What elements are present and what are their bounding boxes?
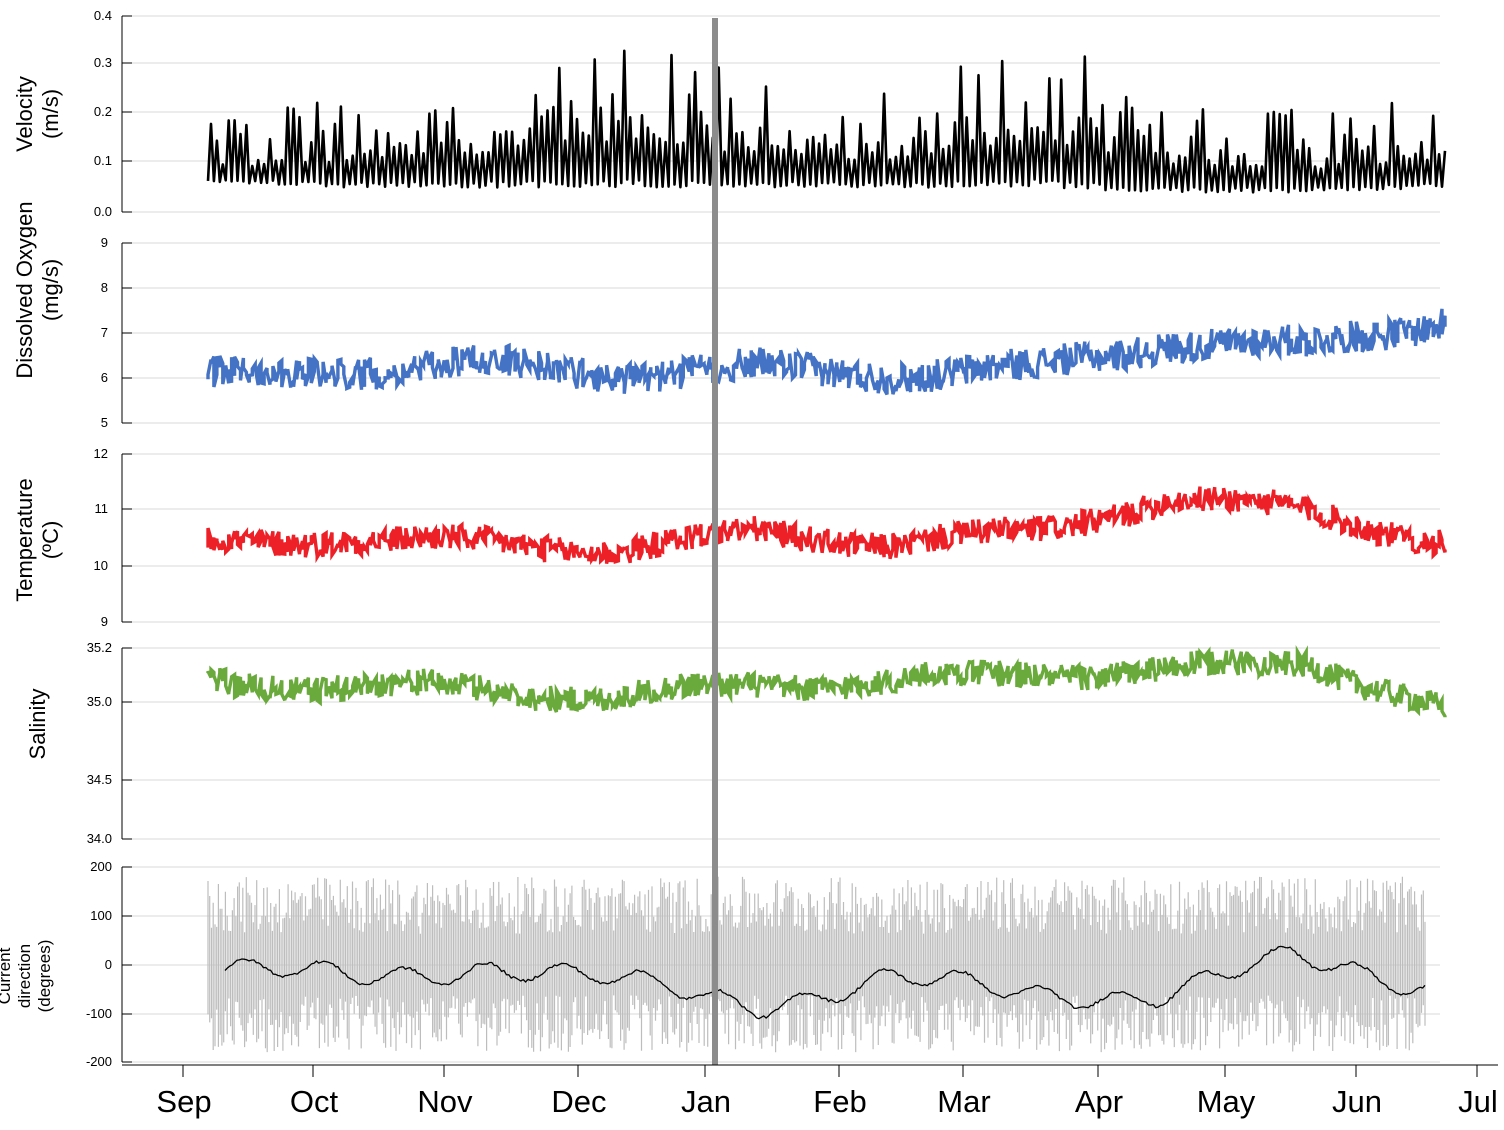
y-tick-label: 0.1 bbox=[94, 153, 112, 168]
y-tick-label: 6 bbox=[101, 370, 108, 385]
y-axis-label: Dissolved Oxygen bbox=[12, 201, 37, 378]
y-axis-label: direction bbox=[15, 944, 34, 1008]
y-tick-label: 0.2 bbox=[94, 104, 112, 119]
y-axis-label: Temperature bbox=[12, 478, 37, 602]
y-axis-label: (mg/s) bbox=[38, 259, 63, 321]
x-tick-label-sep: Sep bbox=[156, 1084, 211, 1119]
y-tick-label: 34.0 bbox=[87, 831, 112, 846]
y-tick-label: 7 bbox=[101, 325, 108, 340]
velocity-series-line bbox=[206, 49, 1447, 194]
y-tick-label: 0.3 bbox=[94, 55, 112, 70]
temperature-series-line bbox=[206, 486, 1447, 566]
dissolved-oxygen-series-line bbox=[206, 308, 1447, 396]
y-axis-label: (degrees) bbox=[35, 940, 54, 1013]
y-tick-label: 35.2 bbox=[87, 640, 112, 655]
current-direction-smoothed-line bbox=[224, 945, 1426, 1020]
y-axis-label: (m/s) bbox=[38, 89, 63, 139]
y-tick-label: 200 bbox=[90, 859, 112, 874]
x-tick-label-apr: Apr bbox=[1075, 1084, 1123, 1119]
y-axis-label: Salinity bbox=[25, 689, 50, 760]
x-tick-label-jun: Jun bbox=[1332, 1084, 1382, 1119]
y-tick-label: 8 bbox=[101, 280, 108, 295]
y-tick-label: 34.5 bbox=[87, 772, 112, 787]
y-axis-label: Velocity bbox=[12, 76, 37, 152]
y-tick-label: 0.4 bbox=[94, 8, 112, 23]
x-tick-label-dec: Dec bbox=[551, 1084, 606, 1119]
y-tick-label: 9 bbox=[101, 614, 108, 629]
y-tick-label: 12 bbox=[94, 446, 108, 461]
y-tick-label: 5 bbox=[101, 415, 108, 430]
y-tick-label: 35.0 bbox=[87, 694, 112, 709]
y-tick-label: 100 bbox=[90, 908, 112, 923]
y-tick-label: -100 bbox=[86, 1006, 112, 1021]
x-tick-label-mar: Mar bbox=[937, 1084, 990, 1119]
x-tick-label-feb: Feb bbox=[813, 1084, 866, 1119]
x-tick-label-jul: Jul bbox=[1458, 1084, 1498, 1119]
x-tick-label-may: May bbox=[1197, 1084, 1256, 1119]
y-tick-label: 9 bbox=[101, 235, 108, 250]
x-tick-label-jan: Jan bbox=[681, 1084, 731, 1119]
x-tick-label-nov: Nov bbox=[417, 1084, 473, 1119]
y-tick-label: 11 bbox=[95, 501, 109, 516]
current-direction-raw-series bbox=[207, 876, 1426, 1053]
y-axis-label: (ºC) bbox=[38, 521, 63, 560]
y-axis-label: Current bbox=[0, 947, 14, 1004]
salinity-series-line bbox=[206, 644, 1447, 718]
y-tick-label: 0 bbox=[105, 957, 112, 972]
y-tick-label: 0.0 bbox=[94, 204, 112, 219]
x-tick-label-oct: Oct bbox=[290, 1084, 339, 1119]
y-tick-label: 10 bbox=[94, 558, 108, 573]
y-tick-label: -200 bbox=[86, 1054, 112, 1069]
